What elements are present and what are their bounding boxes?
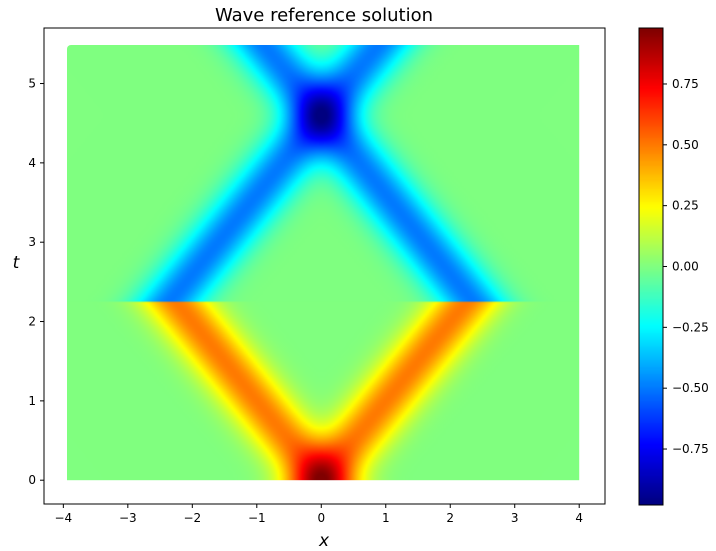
- y-tick-label: 1: [28, 394, 36, 408]
- y-axis-label: t: [13, 253, 21, 273]
- colorbar-ticks: 0.75 0.50 0.25 0.00 −0.25 −0.50 −0.75: [663, 77, 709, 456]
- x-tick-label: 4: [575, 511, 583, 525]
- y-tick-label: 5: [28, 77, 36, 91]
- x-tick-label: 2: [446, 511, 454, 525]
- y-tick-label: 4: [28, 156, 36, 170]
- plot-frame: [43, 27, 606, 505]
- heatmap-field: [67, 45, 580, 481]
- y-tick-label: 0: [28, 473, 36, 487]
- x-tick-label: −4: [54, 511, 72, 525]
- x-tick-label: 3: [511, 511, 519, 525]
- colorbar-tick-label: 0.50: [672, 138, 699, 152]
- colorbar: 0.75 0.50 0.25 0.00 −0.25 −0.50 −0.75: [638, 27, 709, 506]
- x-tick-label: −1: [248, 511, 266, 525]
- y-axis: 0 1 2 3 4 5: [28, 77, 44, 487]
- colorbar-tick-label: 0.25: [672, 199, 699, 213]
- plot-area: −4 −3 −2 −1 0 1 2 3 4 0 1 2 3 4 5: [28, 27, 606, 525]
- x-tick-label: −2: [183, 511, 201, 525]
- colorbar-tick-label: −0.50: [672, 381, 709, 395]
- y-tick-label: 2: [28, 315, 36, 329]
- x-tick-label: −3: [119, 511, 137, 525]
- x-tick-label: 1: [382, 511, 390, 525]
- x-axis-label: x: [318, 531, 330, 551]
- colorbar-tick-label: 0.00: [672, 260, 699, 274]
- colorbar-tick-label: 0.75: [672, 77, 699, 91]
- chart-title: Wave reference solution: [215, 5, 433, 26]
- colorbar-tick-label: −0.25: [672, 320, 709, 334]
- y-tick-label: 3: [28, 235, 36, 249]
- colorbar-tick-label: −0.75: [672, 442, 709, 456]
- colorbar-gradient: [639, 28, 663, 505]
- x-tick-label: 0: [317, 511, 325, 525]
- x-axis: −4 −3 −2 −1 0 1 2 3 4: [54, 504, 583, 525]
